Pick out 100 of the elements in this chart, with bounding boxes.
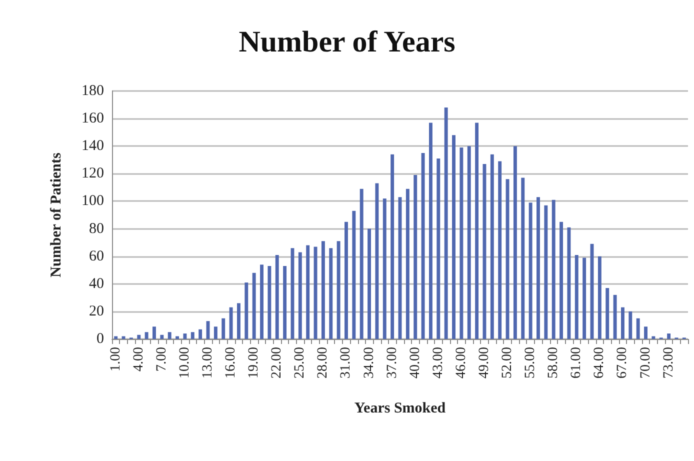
x-tick-label: 16.00 (224, 347, 239, 378)
y-tick-label: 140 (82, 138, 104, 154)
bar (260, 264, 264, 339)
y-tick-label: 40 (89, 276, 104, 292)
bar (544, 205, 548, 339)
bar (613, 294, 617, 339)
x-tick-label: 1.00 (108, 347, 124, 372)
bar (436, 158, 440, 339)
bar (636, 318, 640, 339)
bar (498, 161, 502, 339)
bar (183, 333, 187, 339)
y-tick-label: 120 (82, 166, 104, 182)
y-tick-label: 180 (82, 83, 104, 99)
x-tick-label: 73.00 (661, 347, 676, 378)
y-tick-label: 100 (82, 193, 104, 210)
bar (298, 252, 302, 339)
x-tick-label: 43.00 (430, 347, 446, 378)
bar (644, 326, 648, 339)
bar (598, 256, 602, 339)
x-tick-label: 55.00 (523, 347, 538, 378)
bar (114, 336, 118, 339)
bar (190, 332, 194, 339)
bar (552, 200, 556, 339)
bar (521, 178, 525, 339)
bar (414, 175, 418, 339)
bar (560, 222, 564, 339)
x-tick-label: 31.00 (338, 347, 354, 378)
bar (390, 154, 394, 339)
bar (382, 198, 386, 339)
bar (137, 334, 141, 339)
bar (275, 254, 279, 339)
bar (360, 188, 364, 339)
bar (236, 303, 240, 339)
bar (268, 266, 272, 339)
x-tick-label: 58.00 (546, 347, 562, 378)
bar (421, 153, 425, 339)
bar (352, 210, 356, 339)
bar (652, 336, 656, 339)
bar (160, 334, 164, 339)
bar (628, 311, 632, 339)
bar (528, 202, 532, 339)
x-tick-label: 10.00 (177, 347, 192, 378)
bar (229, 307, 233, 339)
x-tick-label: 25.00 (292, 347, 308, 378)
y-axis-title: Number of Patients (48, 152, 64, 278)
y-tick-label: 20 (89, 303, 104, 320)
bar (475, 122, 479, 339)
bar (176, 336, 180, 339)
bar (452, 135, 456, 339)
x-tick-label: 4.00 (131, 347, 146, 372)
bar (667, 333, 671, 339)
bar (168, 332, 172, 339)
y-tick-label: 60 (89, 248, 104, 264)
bar (490, 154, 494, 339)
chart-title: Number of Years (238, 26, 456, 58)
x-tick-label: 40.00 (408, 347, 423, 378)
bar (252, 272, 256, 339)
bar (460, 147, 464, 339)
bar (428, 122, 432, 339)
bar (375, 183, 379, 339)
y-tick-label: 0 (96, 331, 104, 347)
bar (283, 266, 287, 339)
bar (306, 245, 310, 339)
x-tick-label: 67.00 (615, 347, 630, 378)
bar (344, 222, 348, 339)
x-tick-label: 46.00 (454, 347, 469, 378)
bar (222, 318, 226, 339)
bar (406, 188, 410, 339)
x-tick-label: 61.00 (569, 347, 584, 378)
x-tick-label: 70.00 (638, 347, 654, 378)
bar (144, 332, 148, 339)
x-tick-label: 52.00 (500, 347, 516, 378)
bar (368, 228, 372, 339)
bar (329, 248, 333, 339)
bar (620, 307, 624, 339)
bar (152, 326, 156, 339)
bar (122, 336, 126, 339)
y-tick-label: 160 (82, 110, 104, 127)
bar (567, 227, 571, 339)
x-tick-label: 37.00 (384, 347, 400, 378)
x-tick-label: 28.00 (316, 347, 331, 378)
x-tick-label: 7.00 (154, 347, 170, 372)
bar (244, 282, 248, 339)
bar (336, 241, 340, 339)
x-tick-label: 19.00 (246, 347, 262, 378)
bar (574, 254, 578, 339)
bar (536, 197, 540, 339)
bar (321, 241, 325, 339)
bar (198, 329, 202, 339)
bar (606, 288, 610, 339)
x-tick-label: 64.00 (592, 347, 608, 378)
x-tick-label: 34.00 (362, 347, 377, 378)
x-axis-title: Years Smoked (354, 400, 446, 416)
y-tick-label: 80 (89, 220, 104, 237)
bar (513, 146, 517, 339)
x-tick-label: 13.00 (200, 347, 216, 378)
bar (214, 326, 218, 339)
x-tick-label: 22.00 (270, 347, 285, 378)
bar (467, 146, 471, 339)
bar (444, 108, 448, 339)
